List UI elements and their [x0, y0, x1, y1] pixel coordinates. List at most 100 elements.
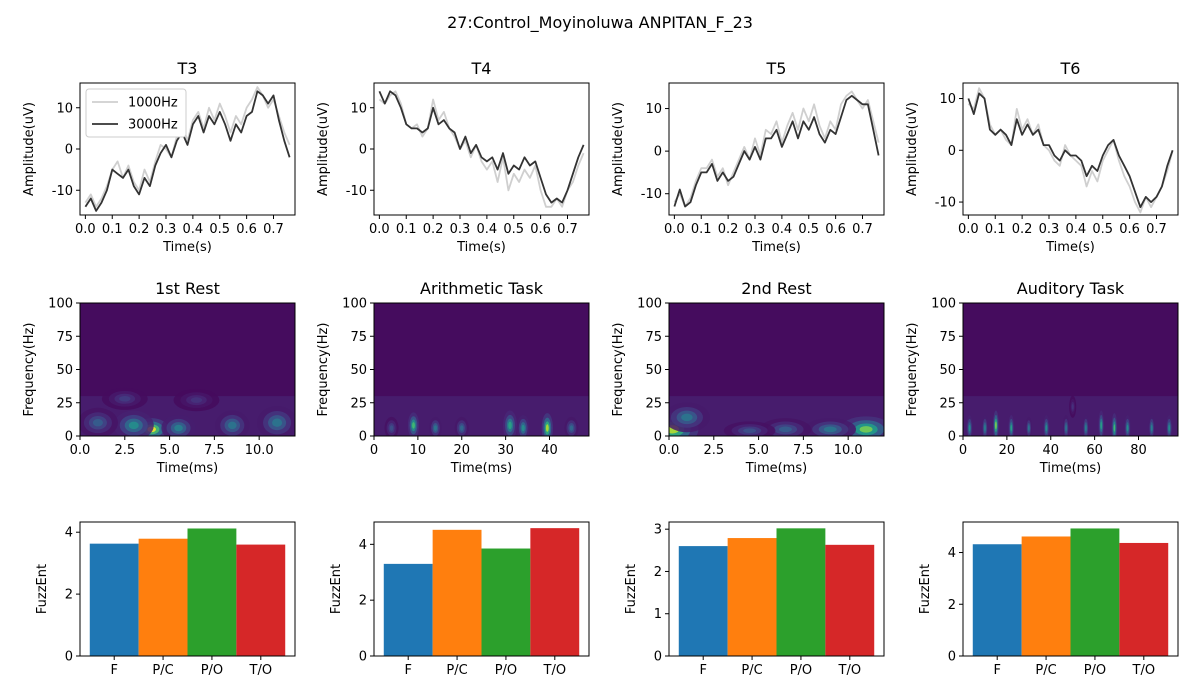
y-tick-label: 4 [359, 538, 367, 553]
legend: 1000Hz 3000Hz [85, 88, 187, 138]
x-tick-label: 0.7 [1146, 222, 1167, 237]
subplot-2: -10 0 10 0.0 0.1 0.2 0.3 0.4 0.5 0.6 0.7 T4 Time(s) A… [316, 59, 590, 255]
axes-frame [962, 82, 1179, 216]
y-axis-label: Amplitude(uV) [316, 102, 331, 196]
subplot-title: T4 [471, 59, 492, 78]
heatmap-band [374, 396, 589, 436]
x-axis-label: Time(s) [751, 240, 801, 255]
subplot-title: T3 [177, 59, 198, 78]
heatmap-hotspot [412, 422, 415, 429]
x-tick-label: T/O [838, 663, 862, 678]
y-tick-label: 4 [948, 546, 956, 561]
bar-F [89, 543, 139, 656]
series-line-3000Hz [673, 94, 880, 208]
x-tick-label: F [404, 663, 411, 678]
x-tick-label: P/O [790, 663, 812, 678]
y-tick-label: 25 [645, 396, 662, 411]
bar-F [972, 544, 1022, 656]
x-tick-label: 0.0 [659, 443, 680, 458]
subplot-10: F P/C P/O T/O 0 2 4 FuzzEnt [329, 521, 590, 678]
subplot-7: 0 25 50 75 100 0.0 2.5 5.0 7.5 10.0 2nd Rest Time(m… [611, 279, 885, 476]
y-tick-label: 10 [939, 92, 956, 107]
x-tick-label: 0.3 [1039, 222, 1060, 237]
x-tick-label: 7.5 [793, 443, 814, 458]
x-tick-label: 0.5 [503, 222, 524, 237]
y-tick-label: 0 [65, 650, 73, 665]
x-tick-label: 0.3 [745, 222, 766, 237]
legend-entry: 1000Hz [128, 96, 178, 111]
x-tick-label: 0.1 [396, 222, 417, 237]
x-tick-label: 0.5 [798, 222, 819, 237]
y-axis-label: Amplitude(uV) [22, 102, 37, 196]
x-tick-label: 7.5 [204, 443, 225, 458]
series-line-3000Hz [967, 92, 1174, 209]
x-tick-label: 2.5 [114, 443, 135, 458]
y-tick-label: 50 [350, 363, 367, 378]
subplot-title: T5 [766, 59, 787, 78]
axes-frame [373, 82, 590, 216]
bar-P/O [187, 528, 237, 656]
x-tick-label: 0.6 [530, 222, 551, 237]
legend-box [85, 88, 187, 138]
subplot-1: -10 0 10 0.0 0.1 0.2 0.3 0.4 0.5 0.6 0.7 T3 Time(s) A… [22, 59, 296, 255]
y-tick-label: 4 [65, 526, 73, 541]
x-axis-label: Time(s) [1045, 240, 1095, 255]
bar-F [383, 563, 433, 656]
y-tick-label: 0 [948, 650, 956, 665]
subplot-5: 0 25 50 75 100 0.0 2.5 5.0 7.5 10.0 1st Rest Time(m… [22, 279, 296, 476]
x-tick-label: T/O [249, 663, 273, 678]
subplot-6: 0 25 50 75 100 0 10 20 30 40 Arithmetic Task Time(m… [316, 279, 590, 476]
y-tick-label: 0 [65, 143, 73, 158]
x-tick-label: 0.5 [1092, 222, 1113, 237]
x-tick-label: 20 [453, 443, 470, 458]
heatmap-hotspot [1150, 424, 1153, 432]
heatmap-hotspot [1100, 421, 1102, 430]
heatmap-hotspot [743, 428, 757, 434]
y-tick-label: 0 [654, 430, 662, 445]
y-tick-label: 0 [359, 430, 367, 445]
y-axis-label: Frequency(Hz) [611, 323, 626, 417]
x-tick-label: P/C [1035, 663, 1056, 678]
y-tick-label: 25 [56, 396, 73, 411]
y-tick-label: 75 [56, 330, 73, 345]
y-tick-label: 25 [939, 396, 956, 411]
subplot-title: T6 [1060, 59, 1081, 78]
x-tick-label: 0.0 [70, 443, 91, 458]
x-tick-label: 0.4 [477, 222, 498, 237]
x-tick-label: 40 [1042, 443, 1059, 458]
x-tick-label: P/O [1084, 663, 1106, 678]
heatmap-hotspot [859, 426, 873, 433]
x-tick-label: 0.4 [1066, 222, 1087, 237]
x-tick-label: 60 [1086, 443, 1103, 458]
axes-frame [668, 521, 885, 657]
y-tick-label: 10 [350, 101, 367, 116]
bar-P/O [481, 548, 531, 656]
y-tick-label: 100 [48, 297, 73, 312]
y-tick-label: -10 [346, 184, 367, 199]
x-tick-label: 0.6 [825, 222, 846, 237]
y-tick-label: -10 [641, 187, 662, 202]
subplot-3: -10 0 10 0.0 0.1 0.2 0.3 0.4 0.5 0.6 0.7 T5 Time(s) A… [611, 59, 885, 255]
bar-T/O [236, 544, 286, 656]
heatmap-area [374, 303, 589, 436]
x-tick-label: 0.4 [183, 222, 204, 237]
x-tick-label: T/O [543, 663, 567, 678]
heatmap-hotspot [545, 424, 549, 432]
x-tick-label: 0.2 [1012, 222, 1033, 237]
y-tick-label: 75 [939, 330, 956, 345]
x-tick-label: 0.0 [75, 222, 96, 237]
y-tick-label: 0 [948, 430, 956, 445]
heatmap-hotspot [174, 424, 183, 432]
axes-frame [79, 521, 296, 657]
x-tick-label: 10.0 [245, 443, 274, 458]
heatmap-hotspot [1045, 424, 1048, 432]
subplot-4: -10 0 10 0.0 0.1 0.2 0.3 0.4 0.5 0.6 0.7 T6 Time(s) A… [905, 59, 1179, 255]
x-tick-label: 0.2 [129, 222, 150, 237]
x-tick-label: P/C [152, 663, 173, 678]
x-tick-label: 20 [999, 443, 1016, 458]
y-tick-label: 0 [359, 650, 367, 665]
heatmap-hotspot [1028, 425, 1030, 431]
y-tick-label: 75 [645, 330, 662, 345]
x-tick-label: 0.0 [664, 222, 685, 237]
heatmap-hotspot [1168, 424, 1171, 432]
